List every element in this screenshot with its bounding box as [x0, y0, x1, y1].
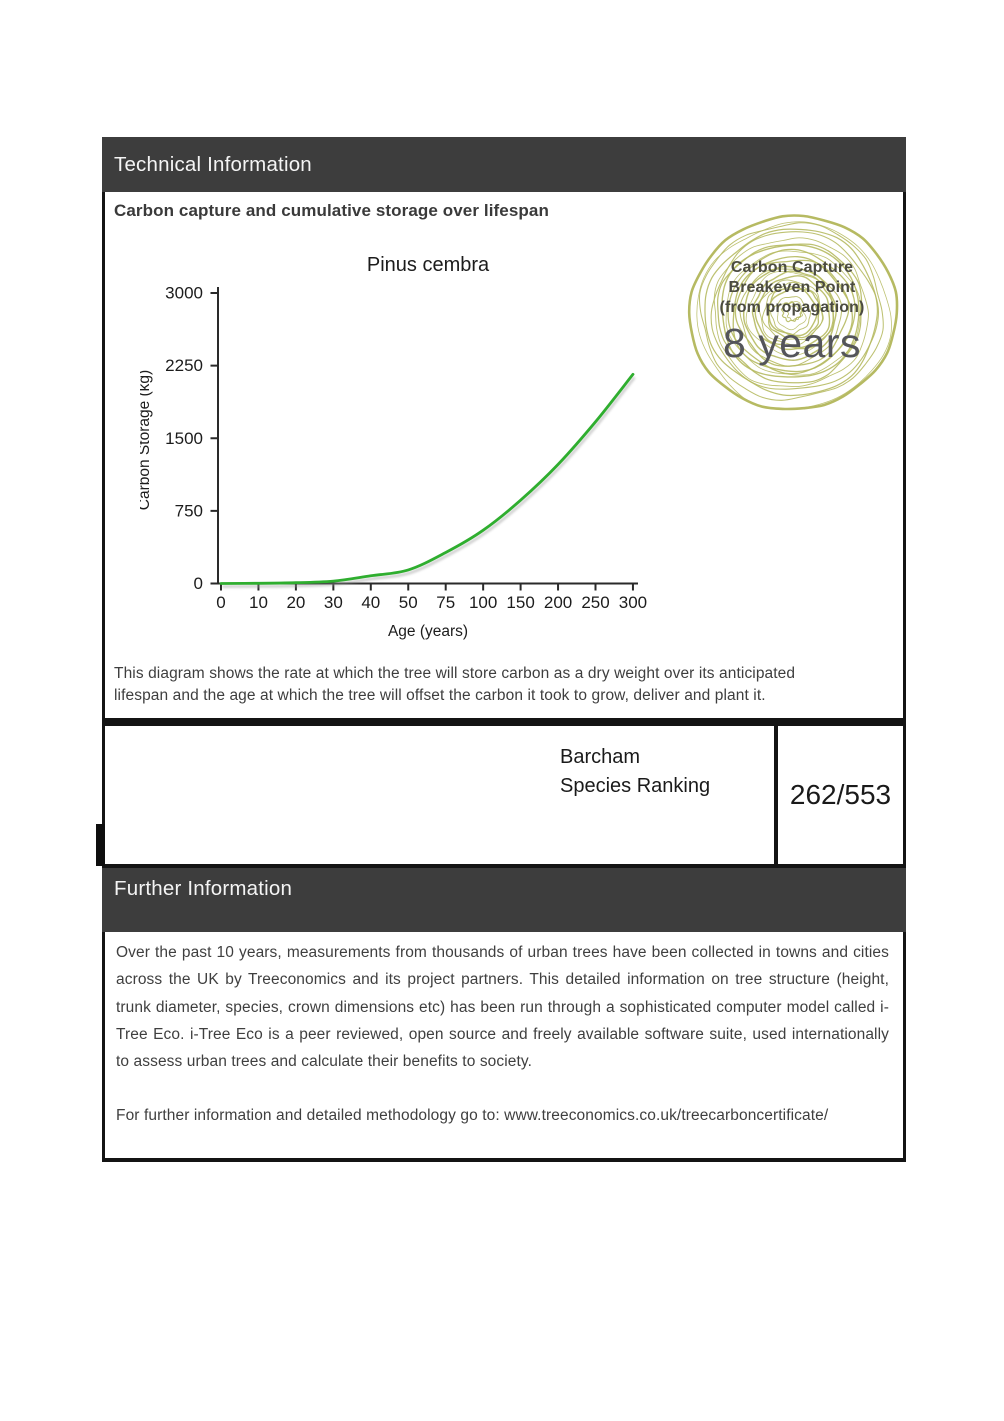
chart-ylabel: Carbon Storage (kg) [140, 370, 153, 510]
x-tick-label: 250 [581, 593, 609, 612]
chart-panel: Carbon capture and cumulative storage ov… [102, 192, 906, 722]
ranking-label: Barcham Species Ranking [560, 743, 710, 800]
y-tick-label: 3000 [165, 284, 203, 303]
x-tick-label: 40 [361, 593, 380, 612]
x-tick-label: 150 [506, 593, 534, 612]
chart-note-line1: This diagram shows the rate at which the… [114, 665, 796, 682]
x-tick-label: 50 [399, 593, 418, 612]
y-tick-label: 2250 [165, 356, 203, 375]
technical-information-header: Technical Information [102, 137, 906, 192]
x-tick-label: 300 [619, 593, 647, 612]
tree-rings-icon [687, 214, 899, 411]
chart-note: This diagram shows the rate at which the… [114, 663, 795, 706]
ranking-label-line2: Species Ranking [560, 774, 711, 797]
x-tick-label: 20 [286, 593, 305, 612]
further-information-header: Further Information [102, 868, 906, 932]
chart-title: Pinus cembra [367, 254, 490, 276]
y-tick-label: 1500 [165, 429, 203, 448]
y-tick-label: 750 [175, 501, 203, 520]
x-tick-label: 200 [544, 593, 572, 612]
carbon-storage-chart: Pinus cembra Carbon Storage (kg) Age (year… [140, 254, 647, 640]
chart-xlabel: Age (years) [388, 623, 468, 640]
x-tick-label: 75 [436, 593, 455, 612]
ranking-divider [774, 726, 778, 864]
technical-information-title: Technical Information [114, 153, 312, 176]
badge-heading-line1: Carbon Capture [730, 259, 854, 276]
y-tick-label: 0 [194, 574, 203, 593]
scan-artifact [96, 824, 105, 866]
chart-note-line2: lifespan and the age at which the tree w… [114, 686, 766, 704]
x-tick-label: 100 [469, 593, 497, 612]
further-info-link-line[interactable]: For further information and detailed met… [116, 1107, 829, 1125]
further-info-paragraph: Over the past 10 years, measurements fro… [116, 944, 889, 1071]
breakeven-badge: Carbon Capture Breakeven Point (from pro… [680, 206, 903, 422]
x-tick-label: 0 [216, 593, 225, 612]
certificate-document: Technical Information Carbon capture and… [102, 137, 906, 1162]
ranking-panel: Barcham Species Ranking 262/553 [102, 722, 906, 868]
badge-value: 8 years [723, 320, 861, 366]
badge-heading-line3: (from propagation) [719, 299, 865, 316]
chart-subtitle: Carbon capture and cumulative storage ov… [114, 201, 549, 220]
further-info-panel: Over the past 10 years, measurements fro… [102, 932, 906, 1162]
further-information-title: Further Information [114, 877, 293, 900]
x-tick-label: 30 [324, 593, 343, 612]
ranking-value: 262/553 [789, 779, 892, 810]
badge-heading: Carbon Capture Breakeven Point (from pro… [680, 258, 903, 318]
badge-heading-line2: Breakeven Point [728, 279, 856, 296]
ranking-label-line1: Barcham [560, 746, 641, 768]
x-tick-label: 10 [249, 593, 268, 612]
